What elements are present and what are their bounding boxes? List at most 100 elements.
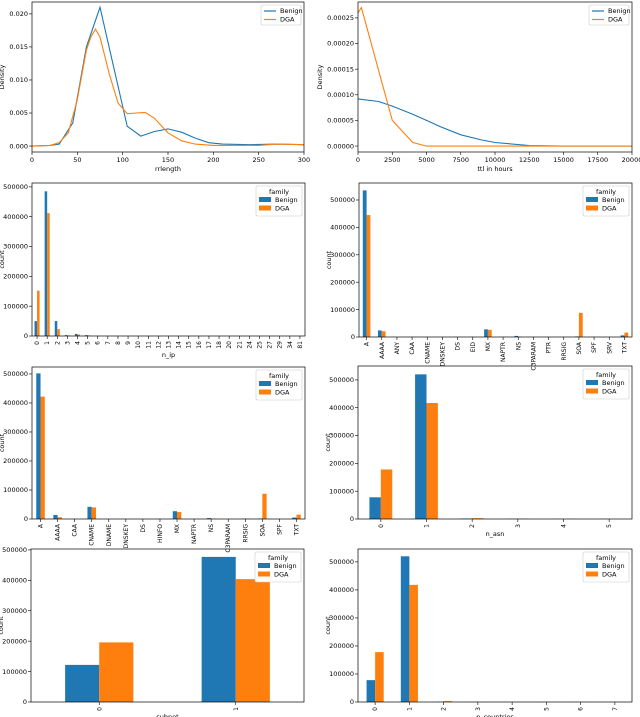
legend-label: Benign [608,7,631,15]
x-tick-label: A [364,341,371,346]
legend-swatch [258,563,270,568]
x-tick-label: 17500 [587,156,608,164]
bar-dga [578,312,583,337]
y-tick-label: 100000 [329,670,354,678]
bar-benign [484,329,488,337]
axes-frame [31,182,306,337]
y-tick-label: 100000 [329,487,354,495]
x-tick-label: 17 [206,341,213,349]
legend-label: DGA [602,205,617,213]
y-tick-label: 0.015 [9,43,28,51]
bar-benign [34,321,38,336]
bar-benign [172,511,178,519]
axes-frame [31,1,305,153]
bar-dga [37,290,40,336]
y-tick-label: 400000 [329,404,354,412]
x-tick-label: 5 [85,341,92,345]
bar-dga [381,331,386,337]
bar-benign [65,664,100,702]
x-tick-label: 0 [34,341,41,345]
x-tick-label: 25 [257,341,264,349]
y-tick-label: 300000 [2,607,27,615]
x-tick-label: SPF [276,523,283,534]
x-tick-label: 13 [166,341,173,349]
y-tick-label: 400000 [3,213,28,221]
bar-dga [296,514,301,519]
bar-benign [85,335,88,336]
line-benign [357,98,632,147]
x-tick-label: MX [174,524,181,533]
bar-benign [36,373,41,519]
y-axis-label: Density [316,64,324,89]
y-tick-label: 100000 [330,306,355,314]
y-tick-label: 400000 [3,399,28,407]
axes-frame [31,366,306,520]
y-axis-label: count [0,433,6,452]
x-tick-label: 6 [95,341,102,345]
bar-benign [400,556,410,702]
y-tick-label: 0 [23,698,27,706]
x-tick-label: 9 [125,341,132,345]
x-tick-label: 21 [236,341,243,349]
chart-ttl: 0.00000 0.00005 0.00010 0.00015 0.00020 0.000… [316,1,640,173]
bar-dga [262,493,267,519]
x-tick-label: 1 [233,707,240,711]
x-axis-label: n_countries [476,713,514,717]
x-tick-label: DNSKEY [123,524,130,549]
x-tick-label: 6 [578,707,585,711]
y-tick-label: 500000 [329,558,354,566]
legend-title: family [596,554,616,562]
y-tick-label: 200000 [3,457,28,465]
legend-swatch [586,571,598,577]
y-tick-label: 400000 [2,577,27,585]
y-tick-label: 0 [24,332,28,340]
y-tick-label: 500000 [2,546,27,554]
x-tick-label: RRSIG [242,524,249,543]
bar-dga [91,507,96,519]
legend-swatch [258,571,270,577]
y-axis-label: count [324,433,332,452]
bar-dga [47,213,50,336]
y-axis-label: count [324,616,332,635]
x-tick-label: 12 [155,341,162,349]
legend-swatch [586,380,598,385]
y-tick-label: 0 [350,515,354,523]
x-tick-label: 7500 [452,156,469,164]
y-tick-label: 300000 [3,428,28,436]
legend-label: DGA [275,389,290,397]
x-tick-label: 20000 [622,156,640,164]
x-tick-label: 1 [424,524,431,528]
y-axis-label: count [325,250,333,269]
x-tick-label: 5 [606,524,613,528]
x-tick-label: 11 [145,341,152,349]
bar-dga [57,329,60,336]
x-tick-label: 10000 [485,156,506,164]
legend-title: family [268,554,288,562]
x-tick-label: 3 [64,341,71,345]
legend-swatch [586,388,598,394]
y-tick-label: 0.000 [9,142,28,150]
bar-dga [624,332,629,337]
bar-benign [87,506,92,519]
legend-swatch [259,381,271,386]
x-tick-label: NS [515,342,522,350]
x-tick-label: 16 [196,341,203,349]
legend-label: Benign [274,562,297,570]
bar-benign [620,335,625,337]
x-tick-label: 300 [298,156,310,164]
legend-swatch [259,205,271,211]
legend-label: DGA [280,16,295,24]
x-axis-label: rrlength [155,165,181,173]
x-tick-label: DS [140,524,147,533]
x-tick-label: 50 [73,156,81,164]
y-tick-label: 0.00025 [327,14,354,22]
legend-label: Benign [275,196,298,204]
bar-dga [77,334,81,336]
bar-benign [206,518,212,519]
